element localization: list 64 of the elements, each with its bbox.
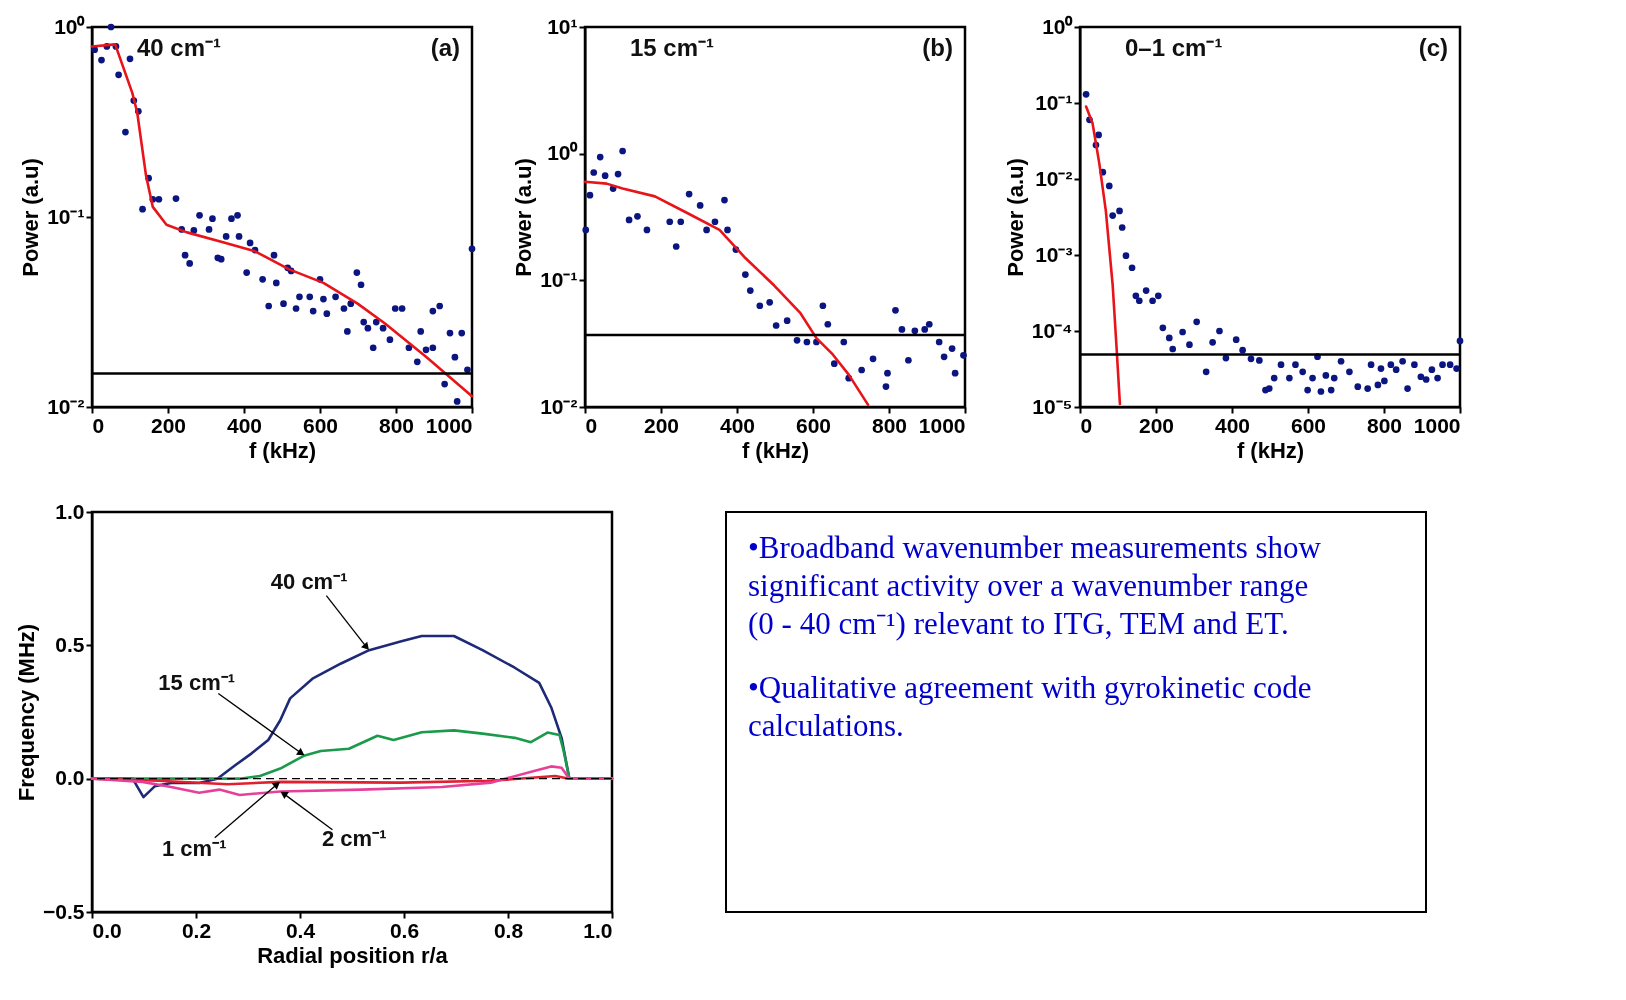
- x-tick-label: 200: [1138, 413, 1175, 437]
- x-tick-label: 400: [226, 413, 263, 437]
- annotation: 40 cm⁻¹: [137, 34, 222, 61]
- x-tick-label: 1.0: [583, 918, 613, 942]
- x-axis-title: f (kHz): [741, 437, 810, 463]
- x-axis-title: Radial position r/a: [257, 942, 449, 968]
- x-axis-title: f (kHz): [1236, 437, 1305, 463]
- text: •Broadband wavenumber measurements show significant activity over a wavenumber range (0 - 40 cm⁻¹) relevant to ITG, TEM and ET.: [748, 530, 1322, 641]
- x-tick-label: 1000: [918, 413, 966, 437]
- x-tick-label: 1000: [1413, 413, 1461, 437]
- x-tick-label: 600: [795, 413, 832, 437]
- x-tick-label: 200: [643, 413, 680, 437]
- annotation: 0–1 cm⁻¹: [1125, 34, 1223, 61]
- annotation: (b): [922, 34, 953, 61]
- y-tick-label: 10⁻¹: [47, 204, 85, 228]
- y-tick-label: 1.0: [55, 499, 85, 523]
- x-tick-label: 800: [871, 413, 908, 437]
- y-tick-label: 10⁻³: [1035, 242, 1073, 266]
- line-series: [90, 765, 614, 797]
- x-tick-label: 800: [378, 413, 415, 437]
- y-axis-title: Power (a.u): [1002, 158, 1028, 277]
- y-tick-label: 10⁻²: [1035, 166, 1073, 190]
- y-axis-title: Power (a.u): [18, 158, 44, 277]
- y-tick-label: 10⁰: [1042, 14, 1074, 38]
- y-tick-label: 10⁻²: [540, 394, 578, 418]
- y-tick-label: 10⁻¹: [1035, 90, 1073, 114]
- y-axis-title: Frequency (MHz): [14, 623, 40, 802]
- y-tick-label: 10¹: [547, 14, 578, 38]
- x-tick-label: 600: [302, 413, 339, 437]
- y-tick-label: −0.5: [43, 899, 85, 923]
- y-tick-label: 10⁻²: [47, 394, 85, 418]
- x-axis-title: f (kHz): [248, 437, 317, 463]
- x-tick-label: 400: [719, 413, 756, 437]
- y-tick-label: 10⁰: [54, 14, 86, 38]
- x-tick-label: 0.2: [181, 918, 212, 942]
- series-label: 2 cm⁻¹: [322, 826, 387, 852]
- text: •Qualitative agreement with gyrokinetic code calculations.: [748, 670, 1312, 743]
- x-tick-label: 0: [1080, 413, 1093, 437]
- annotation: (a): [430, 34, 460, 61]
- y-tick-label: 10⁻¹: [540, 267, 578, 291]
- x-tick-label: 400: [1214, 413, 1251, 437]
- text: 1 cm⁻¹: [162, 835, 227, 861]
- text: 40 cm⁻¹: [270, 569, 348, 595]
- y-tick-label: 0.5: [55, 632, 85, 656]
- x-tick-label: 0.4: [285, 918, 316, 942]
- x-tick-label: 800: [1366, 413, 1403, 437]
- y-tick-label: 10⁰: [547, 141, 579, 165]
- line-series: [583, 180, 870, 407]
- annotation: (c): [1418, 34, 1448, 61]
- y-tick-label: 10⁻⁵: [1032, 394, 1073, 418]
- x-tick-label: 0.8: [493, 918, 524, 942]
- x-tick-label: 1000: [425, 413, 473, 437]
- y-tick-label: 10⁻⁴: [1031, 318, 1073, 342]
- annotation: 15 cm⁻¹: [630, 34, 715, 61]
- line-series: [1084, 105, 1122, 406]
- x-tick-label: 200: [150, 413, 187, 437]
- y-tick-label: 0.0: [55, 766, 85, 790]
- x-tick-label: 0: [92, 413, 105, 437]
- y-axis-title: Power (a.u): [511, 158, 537, 277]
- x-tick-label: 600: [1290, 413, 1327, 437]
- x-tick-label: 0.6: [389, 918, 420, 942]
- x-tick-label: 0.0: [92, 918, 122, 942]
- x-tick-label: 0: [585, 413, 598, 437]
- text: 15 cm⁻¹: [158, 670, 236, 696]
